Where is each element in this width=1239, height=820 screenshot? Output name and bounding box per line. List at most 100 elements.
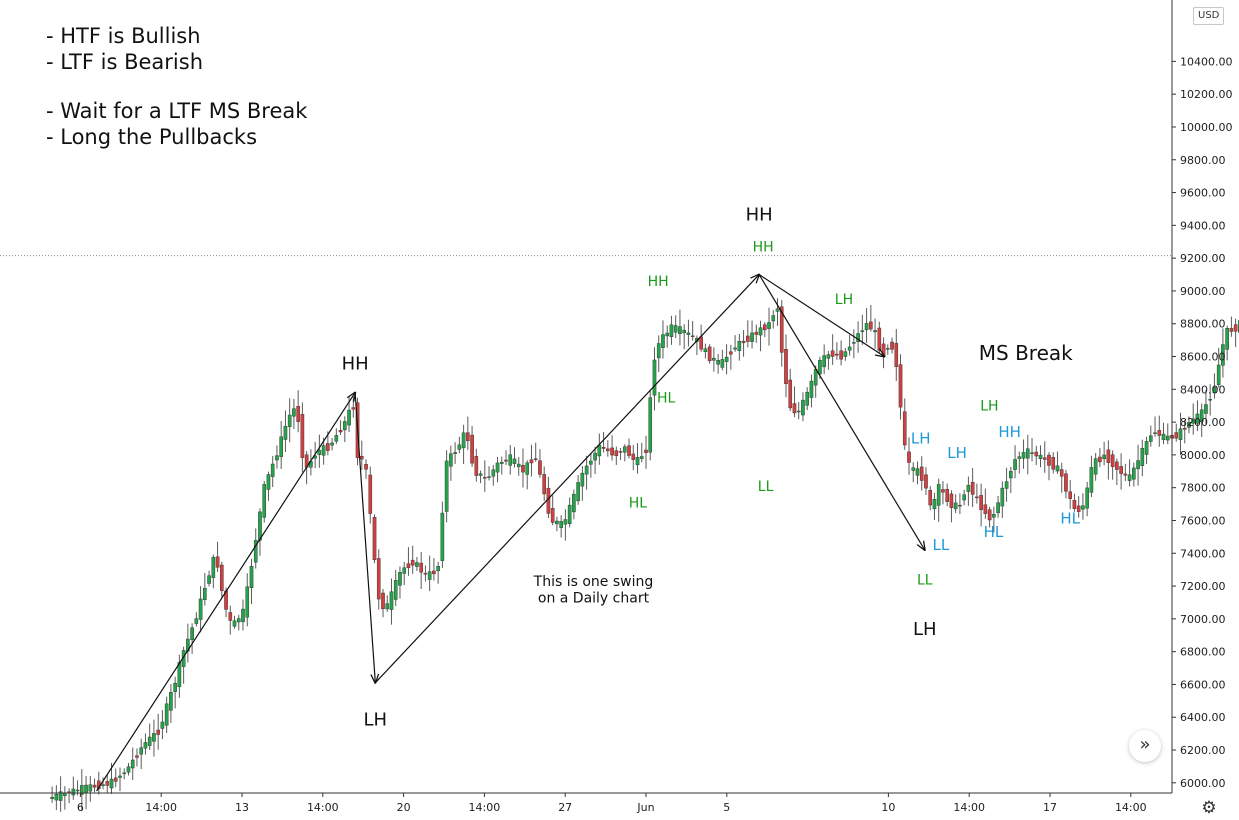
swing-label-ll: LL	[933, 536, 950, 554]
time-tick-label: 14:00	[307, 801, 339, 814]
candle-up	[1199, 409, 1204, 422]
price-tick-label: 7200.00	[1180, 580, 1226, 593]
candle-up	[402, 567, 407, 574]
note-spacer	[46, 75, 307, 99]
candle-down	[228, 612, 233, 621]
candle-up	[1127, 474, 1132, 481]
candle-up	[648, 397, 653, 453]
candle-down	[529, 459, 534, 464]
candle-down	[1119, 466, 1123, 474]
candle-down	[941, 489, 945, 493]
candle-up	[292, 408, 296, 417]
candle-down	[359, 456, 364, 460]
currency-badge[interactable]: USD	[1193, 7, 1225, 25]
price-tick-label: 6000.00	[1180, 777, 1226, 790]
candle-up	[207, 575, 211, 584]
candle-up	[1009, 470, 1013, 479]
price-tick-label: 6200.00	[1180, 744, 1226, 757]
candle-up	[801, 399, 805, 416]
candle-up	[639, 456, 644, 459]
swing-label-hh: HH	[342, 354, 369, 375]
candle-up	[275, 455, 279, 461]
candle-up	[1030, 452, 1034, 454]
candle-up	[1212, 387, 1217, 393]
candle-up	[1221, 344, 1225, 366]
candle-up	[593, 452, 597, 461]
price-tick-label: 7800.00	[1180, 482, 1226, 495]
candle-up	[1021, 452, 1026, 459]
candle-up	[1017, 456, 1022, 459]
swing-label-lh: LH	[980, 399, 998, 415]
candle-down	[1076, 505, 1081, 512]
candle-up	[487, 476, 491, 478]
candle-down	[835, 353, 839, 356]
swing-label-hh: HH	[746, 204, 773, 225]
swing-arrow-line	[96, 393, 356, 792]
time-tick-label: 10	[881, 801, 895, 814]
candle-up	[1191, 418, 1196, 424]
candle-up	[750, 332, 754, 342]
time-tick-label: 27	[558, 801, 572, 814]
candle-up	[512, 458, 517, 464]
gear-icon[interactable]: ⚙	[1201, 798, 1217, 818]
candle-down	[606, 448, 610, 452]
candle-up	[805, 391, 809, 406]
candle-up	[1178, 428, 1183, 440]
candle-down	[983, 504, 988, 514]
candle-up	[270, 463, 275, 477]
candle-up	[436, 566, 440, 572]
candle-up	[996, 502, 1000, 514]
candle-up	[461, 432, 466, 449]
candle-down	[610, 447, 614, 456]
candle-up	[164, 703, 169, 726]
candle-down	[474, 456, 479, 476]
candle-down	[1157, 430, 1162, 436]
candle-down	[538, 460, 542, 475]
candle-down	[949, 493, 954, 508]
swing-label-hl: HL	[1060, 510, 1080, 528]
candle-up	[813, 369, 818, 386]
candle-up	[75, 789, 80, 792]
price-tick-label: 8800.00	[1180, 318, 1226, 331]
candle-up	[283, 426, 288, 440]
candle-up	[253, 540, 258, 563]
candle-up	[720, 359, 725, 368]
candle-down	[707, 346, 712, 362]
candle-up	[852, 342, 856, 344]
candle-up	[563, 519, 568, 525]
candle-up	[576, 482, 580, 502]
candle-down	[105, 781, 110, 786]
candle-down	[1072, 500, 1077, 509]
candle-up	[1102, 454, 1106, 460]
candle-down	[423, 572, 428, 575]
candle-up	[767, 322, 771, 329]
candle-down	[627, 445, 631, 456]
time-tick-label: 13	[235, 801, 249, 814]
candle-down	[839, 350, 843, 360]
candle-up	[580, 472, 585, 487]
candle-up	[194, 618, 199, 624]
candle-down	[907, 451, 911, 463]
swing-arrow-line	[354, 392, 375, 683]
candle-up	[1208, 399, 1212, 401]
double-chevron-right-icon[interactable]: »	[1129, 730, 1161, 762]
candle-down	[470, 434, 474, 464]
candle-down	[1106, 449, 1111, 463]
candle-up	[572, 493, 576, 513]
candle-down	[215, 556, 220, 568]
candle-up	[101, 784, 105, 786]
candle-up	[724, 356, 729, 362]
candle-down	[970, 482, 975, 495]
candle-down	[326, 443, 330, 451]
candle-down	[877, 327, 882, 351]
candle-up	[495, 462, 500, 473]
swing-arrow-line	[374, 275, 759, 684]
candle-up	[152, 733, 156, 742]
price-tick-label: 9200.00	[1180, 252, 1226, 265]
swing-note-text: on a Daily chart	[538, 590, 650, 606]
candle-up	[54, 793, 59, 801]
candle-up	[1140, 448, 1145, 466]
time-tick-label: 14:00	[145, 801, 177, 814]
